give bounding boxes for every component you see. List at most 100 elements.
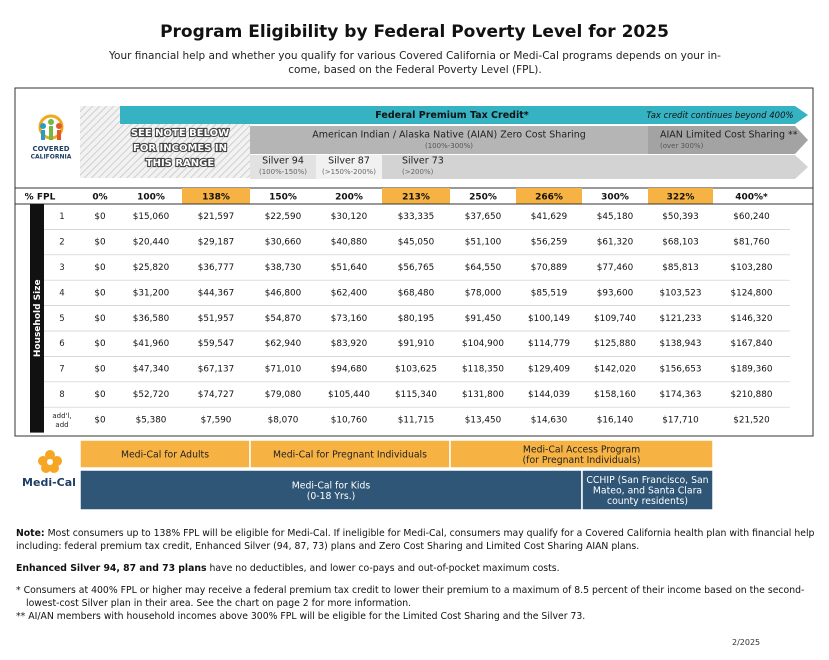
- cell: $51,957: [198, 314, 234, 324]
- cell: $56,259: [531, 238, 567, 248]
- cell: $50,393: [662, 212, 698, 222]
- aian-limited-label: AIAN Limited Cost Sharing **: [660, 130, 798, 141]
- cell: $30,660: [265, 238, 302, 248]
- program-label: (for Pregnant Individuals): [523, 455, 641, 466]
- note: Enhanced Silver 94, 87 and 73 plans have…: [16, 562, 816, 575]
- see-note-line: THIS RANGE: [146, 158, 215, 169]
- cell: $68,480: [398, 288, 435, 298]
- cell: $45,050: [398, 238, 435, 248]
- aian-limited-arrow: [648, 126, 808, 154]
- cell: $167,840: [731, 339, 773, 349]
- silver-87-range: (>150%-200%): [322, 168, 376, 176]
- cell: $15,060: [133, 212, 170, 222]
- cell: $67,137: [198, 365, 234, 375]
- program-label: Mateo, and Santa Clara: [593, 486, 702, 497]
- covered-california-logo: COVERED CALIFORNIA: [31, 114, 72, 161]
- cell: $25,820: [133, 263, 170, 273]
- cell: $156,653: [660, 365, 702, 375]
- cell: $51,100: [465, 238, 502, 248]
- cell: $103,523: [660, 288, 702, 298]
- cell: $118,350: [462, 365, 504, 375]
- cell: $14,630: [531, 415, 568, 425]
- frame: [14, 87, 814, 437]
- cell: $40,880: [331, 238, 368, 248]
- cell: $0: [94, 365, 106, 375]
- cell: $77,460: [597, 263, 634, 273]
- cell: $21,597: [198, 212, 234, 222]
- cell: $131,800: [462, 390, 504, 400]
- row-label: 3: [59, 263, 64, 273]
- cell: $7,590: [201, 415, 232, 425]
- column-header: 213%: [402, 193, 430, 203]
- row-label: 1: [59, 212, 64, 222]
- medi-cal-text: Medi-Cal: [22, 476, 76, 489]
- cell: $13,450: [465, 415, 502, 425]
- cell: $0: [94, 238, 106, 248]
- row-label: 7: [59, 365, 64, 375]
- aian-zero-label: American Indian / Alaska Native (AIAN) Z…: [312, 130, 586, 141]
- silver-94-bar: [250, 155, 316, 179]
- cell: $29,187: [198, 238, 234, 248]
- column-header: 322%: [667, 193, 695, 203]
- cell: $0: [94, 263, 106, 273]
- cell: $158,160: [594, 390, 636, 400]
- column-header: 150%: [269, 193, 297, 203]
- footnote: * Consumers at 400% FPL or higher may re…: [16, 585, 805, 609]
- cell: $81,760: [733, 238, 770, 248]
- row-label: 6: [59, 339, 64, 349]
- cell: $56,765: [398, 263, 434, 273]
- cell: $103,625: [395, 365, 437, 375]
- cell: $59,547: [198, 339, 234, 349]
- column-header: 138%: [202, 193, 230, 203]
- cell: $5,380: [136, 415, 167, 425]
- silver-87-label: Silver 87: [328, 156, 370, 167]
- column-header: 266%: [535, 193, 563, 203]
- program-bar: [79, 469, 583, 511]
- program-bar: [79, 439, 251, 469]
- silver-87-bar: [316, 155, 382, 179]
- cell: $45,180: [597, 212, 634, 222]
- cell: $71,010: [265, 365, 302, 375]
- tax-credit-arrow: [120, 106, 808, 124]
- column-header: 250%: [469, 193, 497, 203]
- cell: $85,519: [531, 288, 567, 298]
- logo-text: CALIFORNIA: [31, 154, 72, 161]
- note-label: Enhanced Silver 94, 87 and 73 plans: [16, 563, 207, 574]
- aian-zero-bar: [250, 126, 648, 154]
- cell: $74,727: [198, 390, 234, 400]
- row-label: 2: [59, 238, 64, 248]
- cell: $20,440: [133, 238, 170, 248]
- program-label: Medi-Cal Access Program: [523, 444, 640, 455]
- cell: $174,363: [660, 390, 702, 400]
- column-header: 0%: [92, 193, 107, 203]
- program-label: (0-18 Yrs.): [307, 491, 356, 502]
- silver-94-range: (100%-150%): [259, 168, 307, 176]
- row-label: add'l, add: [52, 412, 71, 429]
- side-label: Household Size: [33, 279, 43, 357]
- date: 2/2025: [732, 638, 761, 647]
- header-highlight: [182, 188, 250, 204]
- cell: $41,629: [531, 212, 567, 222]
- row-label: 5: [59, 314, 64, 324]
- cell: $189,360: [731, 365, 773, 375]
- cell: $121,233: [660, 314, 702, 324]
- see-note-line: SEE NOTE BELOW: [131, 128, 229, 139]
- note-text: Most consumers up to 138% FPL will be el…: [16, 528, 815, 552]
- cell: $114,779: [528, 339, 570, 349]
- cell: $38,730: [265, 263, 302, 273]
- tax-credit-label: Federal Premium Tax Credit*: [375, 110, 528, 121]
- program-label: Medi-Cal for Pregnant Individuals: [273, 450, 427, 461]
- tax-credit-beyond: Tax credit continues beyond 400%: [646, 111, 793, 121]
- cell: $0: [94, 212, 106, 222]
- cell: $144,039: [528, 390, 570, 400]
- cell: $62,400: [331, 288, 368, 298]
- row-label: 4: [59, 288, 64, 298]
- medi-cal-logo: Medi-Cal: [22, 450, 76, 489]
- row-label: 8: [59, 390, 64, 400]
- cell: $129,409: [528, 365, 570, 375]
- programs: Medi-Cal for Adults Medi-Cal for Pregnant…: [79, 439, 714, 511]
- subtitle: Your financial help and whether you qual…: [60, 49, 770, 77]
- program-bar: [449, 439, 714, 469]
- cell: $68,103: [662, 238, 698, 248]
- cell: $94,680: [331, 365, 368, 375]
